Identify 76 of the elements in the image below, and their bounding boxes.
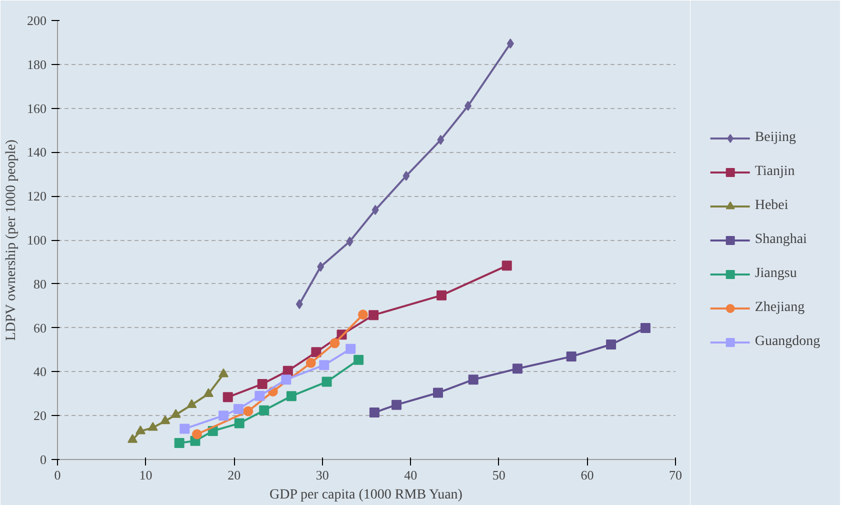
x-tick-label: 10: [139, 468, 152, 482]
y-axis-title: LDPV ownership (per 1000 people): [4, 139, 19, 341]
legend-label: Guangdong: [754, 334, 820, 350]
point: [502, 260, 512, 271]
point: [346, 236, 354, 247]
legend-label: Beijing: [754, 130, 796, 146]
point: [203, 388, 214, 397]
point: [606, 339, 616, 350]
point: [402, 170, 410, 181]
y-tick-label: 80: [34, 276, 46, 292]
y-tick-label: 20: [34, 408, 46, 424]
point: [170, 409, 181, 418]
point: [234, 418, 244, 428]
point: [306, 358, 316, 368]
point: [254, 390, 265, 401]
x-tick-label: 0: [54, 468, 61, 482]
x-tick-label: 40: [404, 468, 418, 482]
point: [566, 352, 576, 362]
point: [257, 378, 268, 389]
point: [286, 391, 296, 402]
point: [243, 406, 254, 416]
point: [506, 38, 514, 49]
point: [186, 399, 197, 408]
legend-label: Shanghai: [754, 232, 807, 248]
point: [148, 422, 158, 431]
point: [218, 410, 228, 421]
y-tick-label: 180: [27, 56, 46, 72]
point: [160, 415, 170, 424]
point: [369, 408, 380, 418]
y-tick-label: 200: [27, 13, 46, 28]
point: [330, 338, 340, 348]
point: [392, 400, 402, 410]
x-tick-label: 30: [316, 468, 329, 482]
point: [437, 134, 444, 145]
point: [319, 360, 330, 370]
x-tick-label: 60: [580, 468, 594, 482]
legend-label: Hebei: [754, 198, 788, 214]
y-tick-label: 40: [34, 364, 46, 380]
point: [218, 368, 228, 378]
y-tick-label: 0: [40, 452, 46, 467]
point: [512, 364, 522, 374]
point: [436, 290, 447, 300]
y-tick-label: 120: [27, 188, 46, 204]
y-tick-label: 100: [27, 232, 46, 248]
point: [281, 374, 292, 385]
point: [174, 438, 184, 448]
point: [259, 405, 270, 416]
legend-label: Tianjin: [754, 164, 795, 180]
legend-label: Zhejiang: [754, 300, 805, 316]
point: [317, 262, 324, 272]
point: [233, 404, 244, 414]
x-tick-label: 70: [669, 468, 682, 482]
point: [322, 376, 332, 387]
point: [180, 424, 190, 434]
point: [433, 388, 444, 398]
point: [354, 354, 364, 365]
y-tick-label: 60: [34, 320, 46, 336]
legend-label: Jiangsu: [754, 266, 797, 282]
point: [192, 429, 202, 440]
point: [311, 347, 322, 358]
x-axis-title: GDP per capita (1000 RMB Yuan): [269, 488, 463, 502]
point: [128, 434, 138, 443]
point: [464, 100, 472, 111]
y-tick-label: 160: [27, 100, 46, 116]
point: [296, 299, 303, 310]
point: [468, 374, 478, 385]
y-tick-label: 140: [27, 144, 46, 160]
point: [372, 204, 379, 215]
x-tick-label: 20: [228, 468, 241, 482]
point: [358, 310, 368, 320]
x-tick-label: 50: [492, 468, 506, 482]
point: [640, 323, 650, 334]
point: [346, 344, 356, 354]
point: [368, 310, 379, 320]
point: [135, 425, 146, 434]
point: [222, 392, 233, 402]
